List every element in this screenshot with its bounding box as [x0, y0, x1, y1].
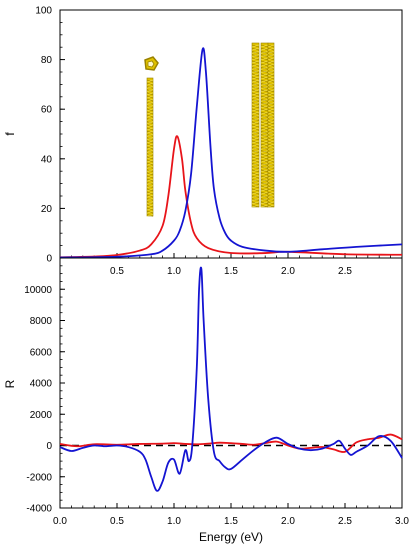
top-x-tick-label: 2.0	[281, 266, 295, 277]
bottom-y-tick-label: -2000	[26, 472, 52, 483]
bottom-series-group	[59, 266, 403, 492]
top-panel: 0.5 1.0 1.5 2.0 2.5 0 20 40 60 80 100 f	[3, 6, 403, 277]
top-x-tick-label: 1.0	[167, 266, 181, 277]
bottom-panel: 0.0 0.5 1.0 1.5 2.0 2.5 3.0 -4000 -2000 0 2000 4000…	[3, 257, 409, 544]
bottom-y-tick-label: 10000	[24, 285, 52, 296]
bottom-y-tick-label: 0	[46, 441, 52, 452]
top-x-tick-label: 1.5	[224, 266, 238, 277]
bottom-x-tick-label: 1.5	[224, 516, 238, 527]
nanotube-bundle-tube-3	[267, 42, 275, 208]
bottom-x-tick-label: 2.5	[338, 516, 352, 527]
bottom-plot-frame	[59, 257, 403, 509]
bottom-x-tick-label: 0.5	[110, 516, 124, 527]
bottom-y-tick-label: 4000	[30, 379, 53, 390]
bottom-series-line-red	[59, 433, 403, 453]
bottom-y-tick-label: 2000	[30, 410, 53, 421]
top-x-tick-label: 0.5	[110, 266, 124, 277]
bottom-x-tick-label: 2.0	[281, 516, 295, 527]
top-y-tick-label: 60	[41, 105, 53, 116]
bottom-x-tick-label: 0.0	[53, 516, 67, 527]
single-nanotube-inset	[146, 77, 154, 217]
nanotube-bundle-tube-1	[251, 42, 260, 208]
top-series-line-blue	[59, 47, 403, 259]
top-plot-frame	[59, 9, 403, 259]
top-series-line-red	[59, 135, 403, 259]
top-y-tick-label: 40	[41, 154, 53, 165]
bottom-y-axis-label: R	[3, 379, 17, 388]
bottom-series-line-blue	[59, 266, 403, 492]
bottom-x-tick-label: 3.0	[395, 516, 409, 527]
top-y-tick-label: 80	[41, 55, 53, 66]
top-series-group	[59, 47, 403, 259]
bottom-y-tick-label: 8000	[30, 316, 53, 327]
bottom-y-tick-label: -4000	[26, 504, 52, 515]
top-axis-ticks: 0.5 1.0 1.5 2.0 2.5 0 20 40 60 80 100	[35, 6, 403, 277]
x-axis-label: Energy (eV)	[199, 530, 263, 544]
nanotube-bundle-tube-2	[260, 42, 269, 208]
bottom-x-tick-label: 1.0	[167, 516, 181, 527]
bottom-axis-ticks: 0.0 0.5 1.0 1.5 2.0 2.5 3.0 -4000 -2000 0 2000 4000…	[24, 257, 409, 527]
top-y-tick-label: 0	[46, 254, 52, 265]
top-y-tick-label: 100	[35, 6, 52, 17]
top-x-tick-label: 2.5	[338, 266, 352, 277]
nanotube-cross-section-core	[147, 60, 155, 68]
bottom-y-tick-label: 6000	[30, 347, 53, 358]
top-y-tick-label: 20	[41, 204, 53, 215]
top-y-axis-label: f	[3, 132, 17, 136]
top-insets	[144, 42, 275, 217]
